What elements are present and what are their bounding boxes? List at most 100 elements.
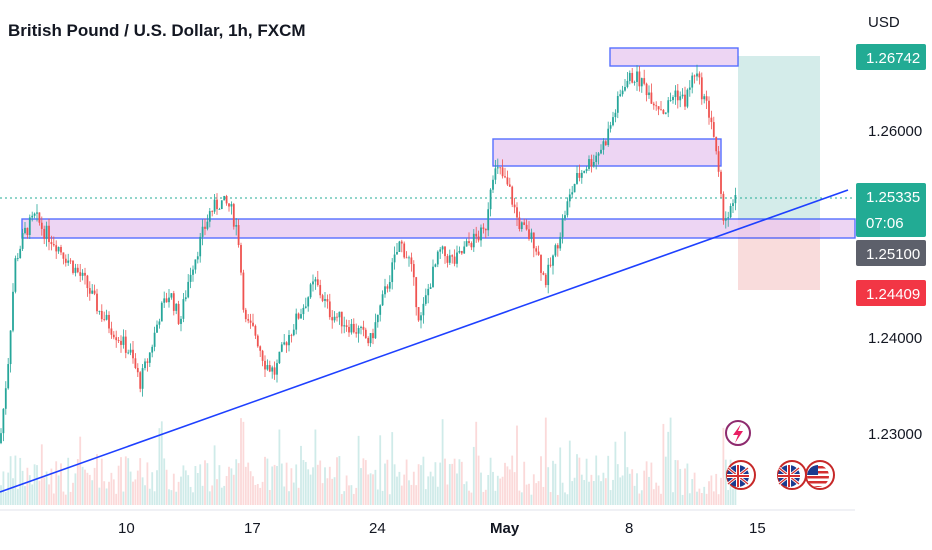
volume-bar xyxy=(139,458,142,505)
volume-bar xyxy=(14,455,17,505)
resistance-zone-middle xyxy=(492,138,722,167)
candle-body xyxy=(163,298,166,303)
candle-body xyxy=(103,319,106,320)
candle-body xyxy=(120,340,122,345)
volume-bar xyxy=(45,471,48,505)
candle-body xyxy=(254,325,257,336)
volume-bar xyxy=(338,456,341,505)
entry-price-text: 1.25100 xyxy=(866,246,920,263)
candle-body xyxy=(110,328,113,335)
candle-body xyxy=(712,122,715,137)
volume-bar xyxy=(532,474,535,505)
volume-bar xyxy=(129,471,132,505)
volume-bar xyxy=(717,494,720,505)
volume-bar xyxy=(698,488,701,505)
candle-body xyxy=(38,212,41,223)
volume-bar xyxy=(288,491,290,505)
volume-bar xyxy=(465,481,468,505)
volume-bar xyxy=(110,472,113,505)
candle-body xyxy=(28,217,31,236)
candle-body xyxy=(470,243,473,248)
volume-bar xyxy=(638,493,641,505)
candle-body xyxy=(405,257,408,259)
volume-bar xyxy=(206,463,209,505)
x-tick-may: May xyxy=(490,520,520,537)
candle-body xyxy=(578,172,581,178)
candle-body xyxy=(700,77,703,100)
us-flag-icon[interactable] xyxy=(805,460,835,490)
volume-bar xyxy=(268,490,271,505)
volume-bar xyxy=(417,464,420,505)
candle-body xyxy=(513,204,516,208)
candle-body xyxy=(192,269,194,275)
candle-body xyxy=(153,332,156,347)
volume-bar xyxy=(489,457,492,505)
candle-body xyxy=(304,306,307,308)
candle-body xyxy=(480,227,482,241)
volume-bar xyxy=(302,460,305,505)
volume-bar xyxy=(304,461,307,505)
volume-bar xyxy=(213,445,216,505)
candle-body xyxy=(187,281,190,298)
candle-body xyxy=(398,241,401,252)
candle-body xyxy=(158,321,161,325)
volume-bar xyxy=(734,484,737,505)
candle-body xyxy=(0,433,2,444)
volume-bar xyxy=(194,466,197,505)
volume-bar xyxy=(360,468,362,505)
candle-body xyxy=(576,172,578,184)
candle-body xyxy=(595,155,598,163)
volume-bar xyxy=(153,491,156,505)
volume-bar xyxy=(453,458,456,505)
volume-bar xyxy=(496,475,499,505)
candle-body xyxy=(139,372,142,389)
volume-bar xyxy=(408,480,410,505)
volume-bar xyxy=(91,480,94,505)
ascending-trend-line[interactable] xyxy=(0,189,849,493)
volume-bar xyxy=(316,464,319,505)
candle-body xyxy=(252,322,254,326)
lightning-event-icon[interactable] xyxy=(725,420,751,446)
volume-bar xyxy=(156,470,158,505)
candle-body xyxy=(218,209,221,210)
uk-flag-icon[interactable] xyxy=(726,460,756,490)
candle-body xyxy=(340,311,343,327)
candle-body xyxy=(223,195,226,201)
volume-bar xyxy=(544,417,547,505)
candle-body xyxy=(535,248,538,252)
candle-body xyxy=(355,332,358,334)
candle-body xyxy=(511,186,514,205)
candle-body xyxy=(458,250,461,253)
candle-body xyxy=(225,195,228,204)
candle-body xyxy=(662,109,665,114)
candlestick-series xyxy=(0,64,737,445)
volume-bar xyxy=(247,462,250,505)
price-axis-area[interactable] xyxy=(855,0,932,550)
candle-body xyxy=(633,81,636,83)
candle-body xyxy=(72,260,74,273)
candle-body xyxy=(580,172,583,178)
candle-body xyxy=(643,78,646,84)
uk-flag-icon[interactable] xyxy=(777,460,807,490)
candle-body xyxy=(614,112,617,118)
candle-body xyxy=(148,352,151,363)
volume-bar xyxy=(19,457,22,505)
volume-bar xyxy=(715,473,718,505)
candle-body xyxy=(554,245,557,256)
volume-bar xyxy=(278,429,281,505)
volume-bar xyxy=(324,467,326,505)
candle-body xyxy=(333,316,336,321)
volume-bar xyxy=(542,486,545,505)
volume-bar xyxy=(331,478,334,505)
volume-bar xyxy=(357,435,360,505)
plot-area[interactable] xyxy=(0,0,855,510)
candle-body xyxy=(31,215,34,218)
candle-body xyxy=(108,314,110,329)
y-tick-1-24000: 1.24000 xyxy=(868,330,922,347)
volume-bar xyxy=(64,494,67,505)
volume-bar xyxy=(549,492,552,505)
volume-bar xyxy=(640,490,643,505)
volume-bar xyxy=(424,489,427,505)
candle-body xyxy=(144,361,146,369)
